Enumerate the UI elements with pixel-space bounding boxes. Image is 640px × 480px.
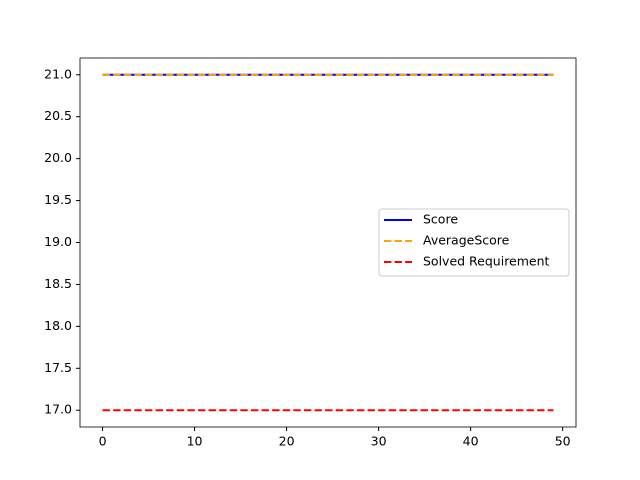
x-tick-label: 0 <box>99 434 107 449</box>
x-tick-label: 30 <box>371 434 387 449</box>
y-tick-label: 18.0 <box>44 318 72 333</box>
legend-label: Score <box>423 212 458 227</box>
legend-label: AverageScore <box>423 233 510 248</box>
y-tick-label: 21.0 <box>44 66 72 81</box>
y-tick-label: 20.0 <box>44 150 72 165</box>
plot-frame <box>79 57 577 428</box>
legend-box <box>378 208 570 277</box>
y-tick-label: 20.5 <box>44 108 72 123</box>
x-tick-label: 50 <box>555 434 571 449</box>
x-tick-label: 40 <box>463 434 479 449</box>
y-tick-label: 19.0 <box>44 234 72 249</box>
y-tick-label: 18.5 <box>44 276 72 291</box>
x-tick-label: 20 <box>279 434 295 449</box>
legend-label: Solved Requirement <box>423 254 550 269</box>
x-tick-label: 10 <box>187 434 203 449</box>
y-tick-label: 17.0 <box>44 402 72 417</box>
y-tick-label: 17.5 <box>44 360 72 375</box>
y-tick-label: 19.5 <box>44 192 72 207</box>
